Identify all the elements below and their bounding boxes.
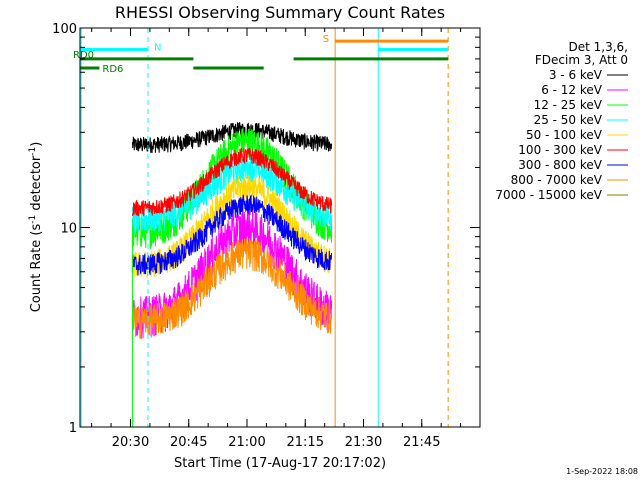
flag-label: RD0 — [73, 50, 94, 61]
legend-entry-label: 300 - 800 keV — [518, 158, 602, 172]
legend-entry-label: 12 - 25 keV — [534, 98, 603, 112]
date-stamp: 1-Sep-2022 18:08 — [566, 467, 638, 476]
legend-entry-label: 6 - 12 keV — [541, 83, 603, 97]
series-line — [131, 128, 333, 250]
flag-label: RD6 — [102, 64, 123, 75]
flag-bars: N S RD0 RD6 — [73, 34, 449, 75]
legend-header-line-1: Det 1,3,6, — [569, 40, 629, 54]
chart-title: RHESSI Observing Summary Count Rates — [115, 3, 445, 22]
x-tick-label: 20:45 — [170, 435, 207, 450]
legend-entry-label: 50 - 100 keV — [526, 128, 603, 142]
flag-label: N — [154, 43, 161, 54]
y-tick-label: 10 — [60, 222, 77, 237]
series-line — [131, 194, 333, 276]
legend-header-line-2: FDecim 3, Att 0 — [535, 53, 628, 67]
vertical-markers — [80, 28, 449, 427]
x-tick-label: 20:30 — [112, 435, 149, 450]
series-line — [131, 238, 333, 339]
legend-entry-label: 800 - 7000 keV — [511, 173, 603, 187]
x-axis-ticks: 20:30 20:45 21:00 21:15 21:30 21:45 — [91, 28, 481, 450]
legend-entry-label: 25 - 50 keV — [534, 113, 603, 127]
y-tick-label: 100 — [52, 22, 77, 37]
legend-entry-label: 100 - 300 keV — [518, 143, 602, 157]
x-tick-label: 21:30 — [345, 435, 382, 450]
series-line — [131, 147, 333, 217]
legend-entry-label: 3 - 6 keV — [549, 68, 603, 82]
x-axis-label: Start Time (17-Aug-17 20:17:02) — [174, 456, 386, 471]
series-line — [131, 122, 333, 154]
x-tick-label: 21:15 — [287, 435, 324, 450]
series-group — [131, 122, 333, 427]
x-tick-label: 21:45 — [403, 435, 440, 450]
y-tick-label: 1 — [69, 421, 77, 436]
y-axis-label: Count Rate (s-1 detector-1) — [28, 142, 44, 313]
flag-label: S — [323, 34, 329, 45]
x-tick-label: 21:00 — [228, 435, 265, 450]
legend-entry-label: 7000 - 15000 keV — [495, 188, 602, 202]
y-axis-ticks: 1 10 100 — [52, 22, 480, 436]
